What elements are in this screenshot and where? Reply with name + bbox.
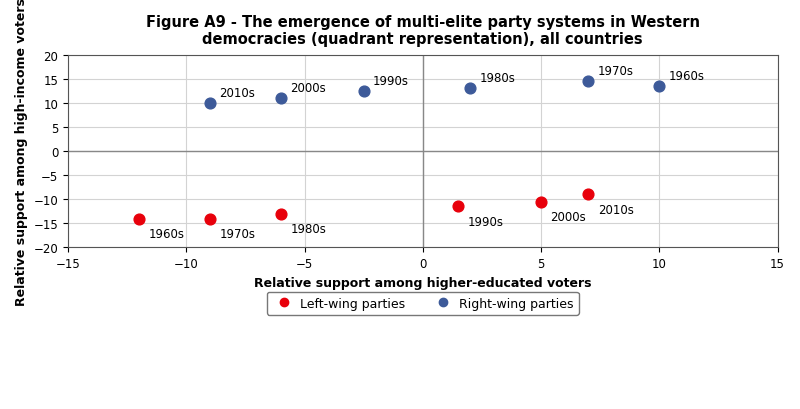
Text: 2010s: 2010s <box>598 204 634 217</box>
Point <box>534 199 547 205</box>
Point <box>582 79 594 85</box>
Point <box>582 192 594 198</box>
Text: 1990s: 1990s <box>468 216 504 229</box>
Text: 2000s: 2000s <box>290 82 326 95</box>
Point <box>274 211 287 218</box>
Point <box>358 88 370 95</box>
Point <box>274 95 287 102</box>
Y-axis label: Relative support among high-income voters: Relative support among high-income voter… <box>15 0 28 305</box>
X-axis label: Relative support among higher-educated voters: Relative support among higher-educated v… <box>254 276 591 289</box>
Point <box>203 216 216 222</box>
Text: 1960s: 1960s <box>149 228 185 240</box>
Text: 2000s: 2000s <box>550 211 586 224</box>
Point <box>203 100 216 107</box>
Point <box>464 86 477 92</box>
Text: 1980s: 1980s <box>290 223 326 236</box>
Point <box>653 83 666 90</box>
Text: 2010s: 2010s <box>219 87 255 100</box>
Text: 1960s: 1960s <box>669 70 705 83</box>
Text: 1980s: 1980s <box>479 72 515 85</box>
Point <box>452 204 465 210</box>
Text: 1970s: 1970s <box>219 228 255 240</box>
Title: Figure A9 - The emergence of multi-elite party systems in Western
democracies (q: Figure A9 - The emergence of multi-elite… <box>146 15 700 47</box>
Text: 1970s: 1970s <box>598 65 634 78</box>
Legend: Left-wing parties, Right-wing parties: Left-wing parties, Right-wing parties <box>266 292 579 315</box>
Point <box>133 216 146 222</box>
Text: 1990s: 1990s <box>373 75 409 88</box>
